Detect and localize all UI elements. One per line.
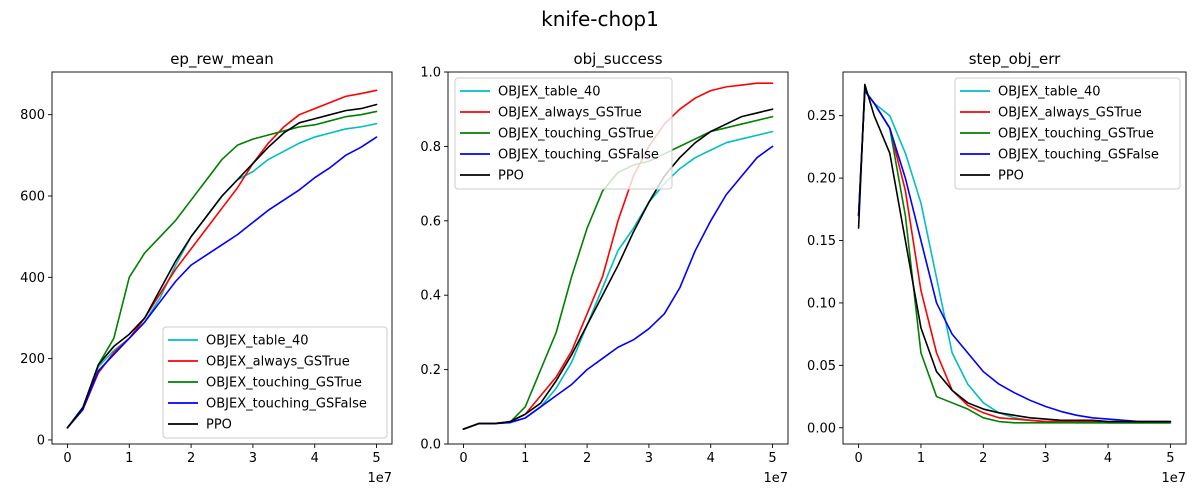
x-tick-label: 0 [459, 451, 467, 466]
legend-entry-label: OBJEX_touching_GSTrue [498, 127, 654, 142]
series-line-objex-always-gstrue [66, 89, 378, 429]
y-tick-label: 0.8 [420, 140, 441, 155]
legend-entry-label: OBJEX_table_40 [498, 85, 601, 100]
y-tick-label: 0.20 [807, 172, 836, 187]
axes-frame [51, 71, 393, 445]
legend-entry-label: PPO [206, 418, 232, 433]
x-tick-label: 0 [63, 451, 71, 466]
series-line-objex-touching-gstrue [857, 89, 1172, 424]
subplot-step-obj-err: step_obj_err 0 1 2 3 4 5 0.00 0.05 0.10 0.15 0.20 0.… [807, 50, 1187, 486]
series-line-objex-touching-gsfalse [66, 136, 378, 429]
legend-box [954, 77, 1181, 190]
axes-frame [447, 71, 789, 445]
x-tick-label: 5 [1166, 451, 1174, 466]
series-line-objex-touching-gsfalse [462, 145, 774, 430]
x-tick-label: 5 [768, 451, 776, 466]
x-tick-label: 2 [583, 451, 591, 466]
y-tick-label: 0.05 [807, 359, 836, 374]
series-lines [857, 83, 1172, 424]
x-tick-label: 3 [645, 451, 653, 466]
y-tick-label: 0.2 [420, 363, 441, 378]
y-tick-label: 1.0 [420, 66, 441, 81]
legend-entry-label: OBJEX_touching_GSFalse [998, 148, 1159, 163]
series-lines [66, 89, 378, 429]
series-line-objex-touching-gsfalse [857, 89, 1172, 423]
y-tick-label: 0 [37, 433, 45, 448]
axes-frame [842, 71, 1187, 445]
y-tick-label: 200 [20, 352, 45, 367]
x-offset-label: 1e7 [1161, 471, 1186, 486]
legend-box [454, 77, 673, 190]
y-tick-label: 0.0 [420, 438, 441, 453]
legend-box [162, 326, 388, 439]
x-offset-label: 1e7 [763, 471, 788, 486]
y-tick-label: 0.10 [807, 296, 836, 311]
legend-entry-label: OBJEX_touching_GSFalse [498, 148, 659, 163]
series-line-ppo [462, 108, 774, 430]
series-line-objex-touching-gstrue [66, 110, 378, 429]
legend-entry-label: OBJEX_touching_GSTrue [998, 127, 1154, 142]
x-tick-label: 5 [372, 451, 380, 466]
x-offset-label: 1e7 [367, 471, 392, 486]
legend-entry-label: OBJEX_table_40 [206, 334, 309, 349]
legend: OBJEX_table_40 OBJEX_always_GSTrue OBJEX_t… [454, 77, 673, 190]
y-tick-label: 0.15 [807, 234, 836, 249]
y-tick-label: 0.4 [420, 289, 441, 304]
axes-title: step_obj_err [969, 50, 1061, 69]
legend-entry-label: PPO [498, 169, 524, 184]
figure-title: knife-chop1 [541, 7, 659, 31]
x-tick-label: 4 [311, 451, 319, 466]
x-tick-label: 1 [917, 451, 925, 466]
legend: OBJEX_table_40 OBJEX_always_GSTrue OBJEX_t… [162, 326, 388, 439]
series-lines [462, 82, 774, 430]
x-tick-label: 2 [979, 451, 987, 466]
x-tick-label: 0 [854, 451, 862, 466]
y-tick-label: 0.00 [807, 421, 836, 436]
legend-entry-label: OBJEX_always_GSTrue [206, 355, 350, 370]
y-tick-label: 400 [20, 271, 45, 286]
x-tick-label: 1 [125, 451, 133, 466]
legend-entry-label: OBJEX_touching_GSTrue [206, 376, 362, 391]
legend: OBJEX_table_40 OBJEX_always_GSTrue OBJEX_t… [954, 77, 1181, 190]
legend-entry-label: OBJEX_table_40 [998, 85, 1101, 100]
legend-entry-label: OBJEX_always_GSTrue [498, 106, 642, 121]
subplot-obj-success: obj_success 0 1 2 3 4 5 0.0 0.2 0.4 0.6 0.8 1.0 1e7 OB… [420, 50, 789, 486]
series-line-ppo [66, 103, 378, 429]
x-tick-label: 3 [249, 451, 257, 466]
x-tick-label: 3 [1042, 451, 1050, 466]
y-tick-label: 800 [20, 108, 45, 123]
y-tick-label: 0.25 [807, 109, 836, 124]
x-tick-label: 2 [187, 451, 195, 466]
x-tick-label: 1 [521, 451, 529, 466]
axes-title: ep_rew_mean [170, 50, 274, 69]
legend-entry-label: OBJEX_touching_GSFalse [206, 397, 367, 412]
subplot-ep-rew-mean: ep_rew_mean 0 1 2 3 4 5 0 200 400 600 800 1e7 OBJEX_t… [20, 50, 393, 486]
legend-entry-label: OBJEX_always_GSTrue [998, 106, 1142, 121]
y-tick-label: 0.6 [420, 214, 441, 229]
y-tick-label: 600 [20, 190, 45, 205]
x-tick-label: 4 [707, 451, 715, 466]
legend-entry-label: PPO [998, 169, 1024, 184]
x-tick-label: 4 [1104, 451, 1112, 466]
series-line-ppo [857, 83, 1172, 423]
axes-title: obj_success [573, 50, 662, 69]
